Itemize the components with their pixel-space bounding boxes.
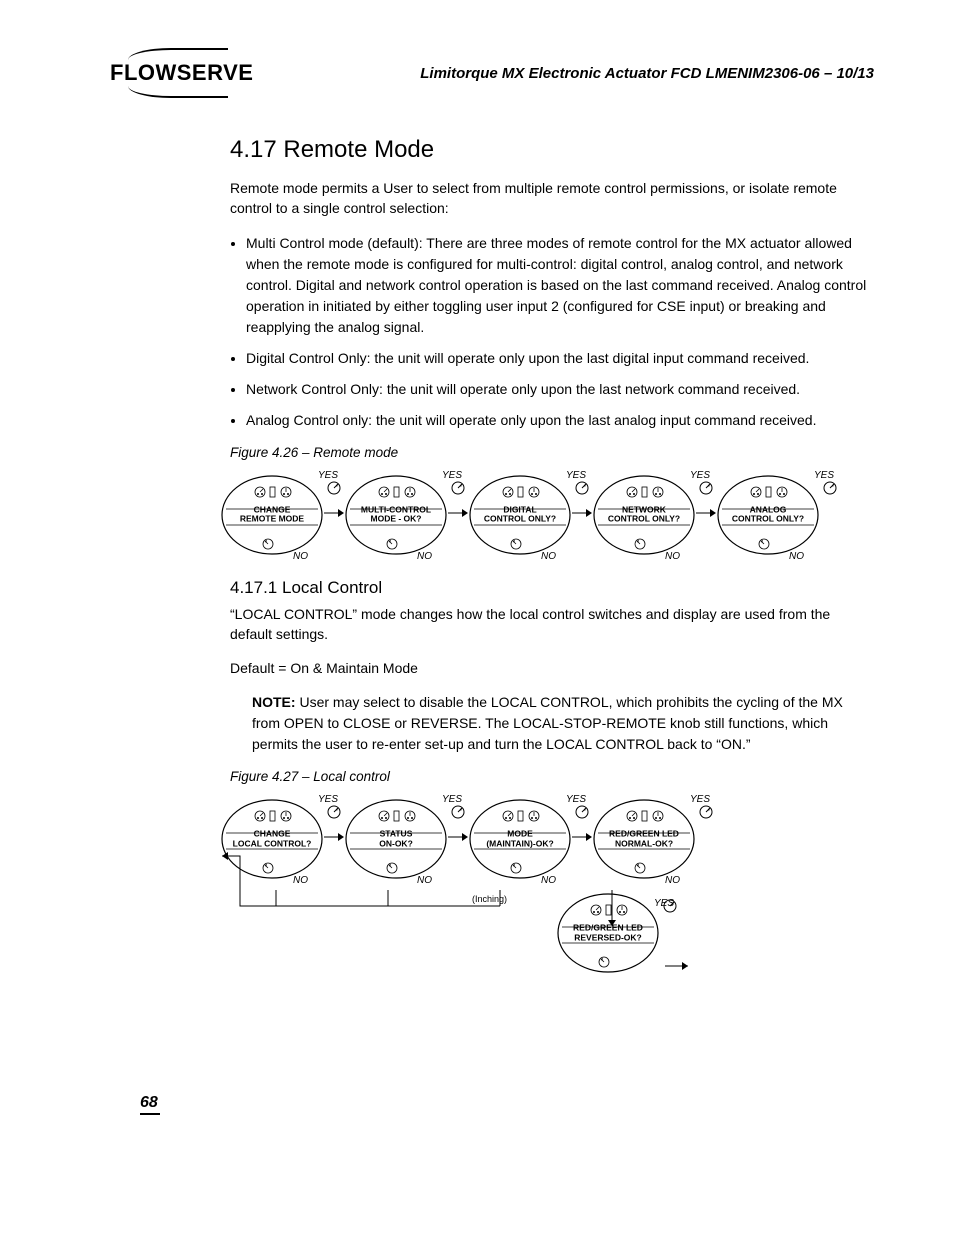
list-item: Digital Control Only: the unit will oper…	[246, 348, 874, 369]
flowserve-logo: FLOWSERVE	[110, 50, 253, 96]
subsection-heading: 4.17.1 Local Control	[230, 578, 874, 598]
flow-node: STATUSON-OK? YES NO	[344, 798, 448, 880]
section-heading: 4.17 Remote Mode	[230, 136, 874, 164]
list-item: Network Control Only: the unit will oper…	[246, 379, 874, 400]
figure-caption-2: Figure 4.27 – Local control	[230, 769, 874, 784]
subsection-intro: “LOCAL CONTROL” mode changes how the loc…	[230, 604, 874, 645]
note-label: NOTE:	[252, 694, 296, 710]
flow-arrow	[448, 506, 468, 524]
flow-arrow	[324, 830, 344, 848]
flow-node: MULTI-CONTROLMODE - OK? YES NO	[344, 474, 448, 556]
list-item: Analog Control only: the unit will opera…	[246, 410, 874, 431]
flow-node: NETWORKCONTROL ONLY? YES NO	[592, 474, 696, 556]
note-text: User may select to disable the LOCAL CON…	[252, 694, 843, 752]
flow-node: MODE(MAINTAIN)-OK? YES NO	[468, 798, 572, 880]
document-title: Limitorque MX Electronic Actuator FCD LM…	[420, 65, 874, 82]
inching-label: (Inching)	[472, 894, 507, 904]
flow-node: DIGITALCONTROL ONLY? YES NO	[468, 474, 572, 556]
list-item: Multi Control mode (default): There are …	[246, 233, 874, 338]
flow-arrow	[696, 506, 716, 524]
flow-arrow	[572, 830, 592, 848]
content-column: 4.17 Remote Mode Remote mode permits a U…	[230, 136, 874, 974]
page-header: FLOWSERVE Limitorque MX Electronic Actua…	[110, 50, 874, 96]
figure-caption-1: Figure 4.26 – Remote mode	[230, 445, 874, 460]
logo-text: FLOWSERVE	[110, 60, 253, 85]
flow-node: CHANGEREMOTE MODE YES NO	[220, 474, 324, 556]
flowchart-remote-mode: CHANGEREMOTE MODE YES NO	[220, 474, 874, 556]
flow-node: ANALOGCONTROL ONLY? YES NO	[716, 474, 820, 556]
note-block: NOTE: User may select to disable the LOC…	[252, 692, 874, 755]
section-intro: Remote mode permits a User to select fro…	[230, 178, 874, 219]
flow-node: CHANGELOCAL CONTROL? YES NO	[220, 798, 324, 880]
default-line: Default = On & Maintain Mode	[230, 658, 874, 678]
flow-arrow	[448, 830, 468, 848]
page: FLOWSERVE Limitorque MX Electronic Actua…	[0, 0, 954, 1235]
flow-arrow	[324, 506, 344, 524]
flowchart-local-control: CHANGELOCAL CONTROL? YES NO	[220, 798, 874, 974]
flow-node: RED/GREEN LEDREVERSED-OK? YES	[556, 892, 660, 974]
page-number: 68	[140, 1094, 160, 1115]
bullet-list: Multi Control mode (default): There are …	[230, 233, 874, 431]
flow-arrow	[572, 506, 592, 524]
flow-node: RED/GREEN LEDNORMAL-OK? YES NO	[592, 798, 696, 880]
